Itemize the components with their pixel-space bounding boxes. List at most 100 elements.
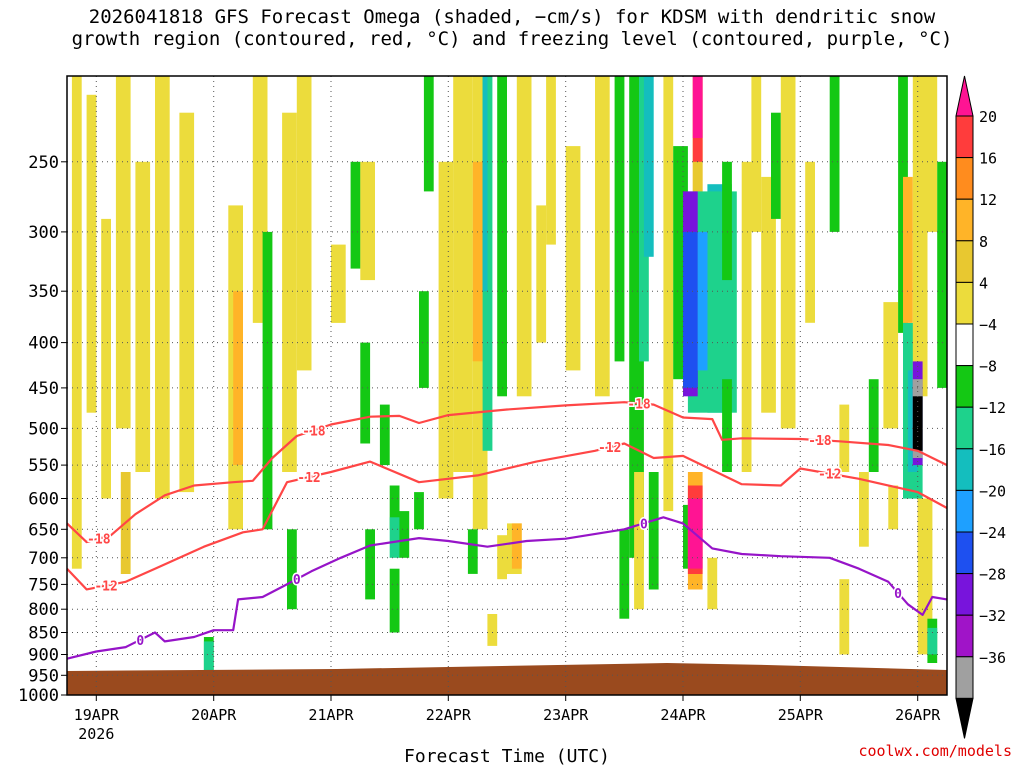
omega-cell [135, 161, 151, 473]
y-tick-label: 850 [28, 624, 59, 644]
colorbar-arrow-top [955, 75, 974, 117]
omega-cell [472, 161, 483, 362]
grid [67, 76, 947, 696]
y-tick-label: 1000 [18, 686, 59, 706]
title-line-1: 2026041818 GFS Forecast Omega (shaded, −… [88, 6, 936, 28]
omega-shading [71, 76, 947, 676]
colorbar-label: −16 [979, 441, 1006, 459]
contour-label: 0 [293, 573, 301, 588]
omega-cell [331, 244, 346, 323]
omega-cell [536, 205, 547, 343]
colorbar-swatch [955, 573, 974, 616]
colorbar-swatch [955, 489, 974, 533]
ground-layer [67, 663, 947, 695]
y-tick-label: 550 [28, 456, 59, 476]
colorbar-label: 4 [979, 274, 988, 292]
omega-cell [296, 76, 312, 371]
omega-cell [634, 472, 644, 610]
omega-cell [179, 112, 195, 493]
omega-cell [414, 492, 424, 530]
contour-label: 0 [136, 634, 144, 649]
omega-cell [663, 76, 674, 512]
omega-cell [619, 529, 630, 619]
omega-cell [389, 568, 400, 633]
omega-cell [365, 529, 375, 600]
omega-cell [282, 112, 297, 472]
x-tick-sublabel: 2026 [78, 725, 114, 743]
colorbar-swatch [955, 406, 974, 450]
contour-label: -18 [627, 397, 651, 412]
omega-cell [565, 146, 581, 371]
colorbar-label: −4 [979, 316, 997, 334]
y-tick-label: 950 [28, 666, 59, 686]
y-tick-label: 600 [28, 490, 59, 510]
omega-cell [683, 231, 698, 388]
plot-border [66, 75, 948, 696]
y-tick-label: 700 [28, 549, 59, 569]
omega-cell [722, 379, 732, 472]
colorbar-swatch [955, 198, 974, 242]
omega-cell [780, 76, 796, 429]
contour-label: -18 [302, 424, 326, 439]
colorbar-label: −28 [979, 566, 1006, 584]
omega-cell [805, 161, 815, 323]
omega-cell [360, 161, 375, 281]
omega-cell [419, 291, 429, 388]
contour-label: -18 [808, 434, 832, 449]
omega-cell [497, 76, 507, 397]
colorbar-label: 8 [979, 233, 988, 251]
plot-frame [66, 75, 948, 696]
omega-cell [453, 76, 473, 472]
omega-cell [927, 76, 938, 232]
omega-cell [751, 76, 762, 232]
omega-cell [497, 535, 507, 580]
x-tick-label: 19APR [74, 706, 120, 724]
omega-cell [546, 76, 556, 245]
colorbar-swatch [955, 240, 974, 283]
contour-label: -12 [818, 468, 841, 483]
omega-cell [912, 76, 928, 397]
omega-cell [917, 498, 933, 655]
colorbar-swatch [955, 365, 974, 408]
omega-cell [287, 529, 297, 610]
omega-cell [595, 76, 610, 397]
x-axis-label: Forecast Time (UTC) [404, 746, 610, 767]
omega-cell [516, 76, 532, 397]
omega-cell [71, 76, 82, 569]
omega-cell [648, 472, 659, 590]
colorbar-label: 12 [979, 191, 997, 209]
omega-cell [868, 379, 879, 472]
colorbar-swatch [955, 656, 974, 699]
omega-cell [389, 517, 400, 558]
omega-cell [511, 523, 522, 569]
x-tick-label: 26APR [895, 706, 941, 724]
y-tick-label: 450 [28, 379, 59, 399]
x-tick-label: 23APR [543, 706, 589, 724]
omega-cell [741, 161, 752, 473]
omega-cell [912, 396, 923, 451]
contour-label: 0 [640, 517, 648, 532]
omega-cell [839, 579, 850, 655]
colorbar-arrow-bottom [955, 697, 974, 739]
x-tick-label: 22APR [426, 706, 472, 724]
omega-cell [692, 76, 703, 138]
omega-cell [697, 231, 708, 371]
colorbar-swatch [955, 115, 974, 159]
colorbar-swatch [955, 448, 974, 491]
colorbar-label: −12 [979, 399, 1006, 417]
omega-cell [262, 231, 273, 530]
omega-cell [438, 161, 454, 499]
colorbar-swatch [955, 157, 974, 200]
contour-line [66, 442, 948, 591]
colorbar-label: −32 [979, 607, 1006, 625]
omega-cell [360, 342, 371, 444]
colorbar-label: −20 [979, 482, 1006, 500]
contour-line [66, 401, 948, 544]
omega-cell [761, 176, 776, 413]
omega-cell [937, 161, 947, 388]
colorbar-swatch [955, 281, 974, 325]
y-tick-label: 750 [28, 575, 59, 595]
omega-cell [233, 291, 243, 465]
